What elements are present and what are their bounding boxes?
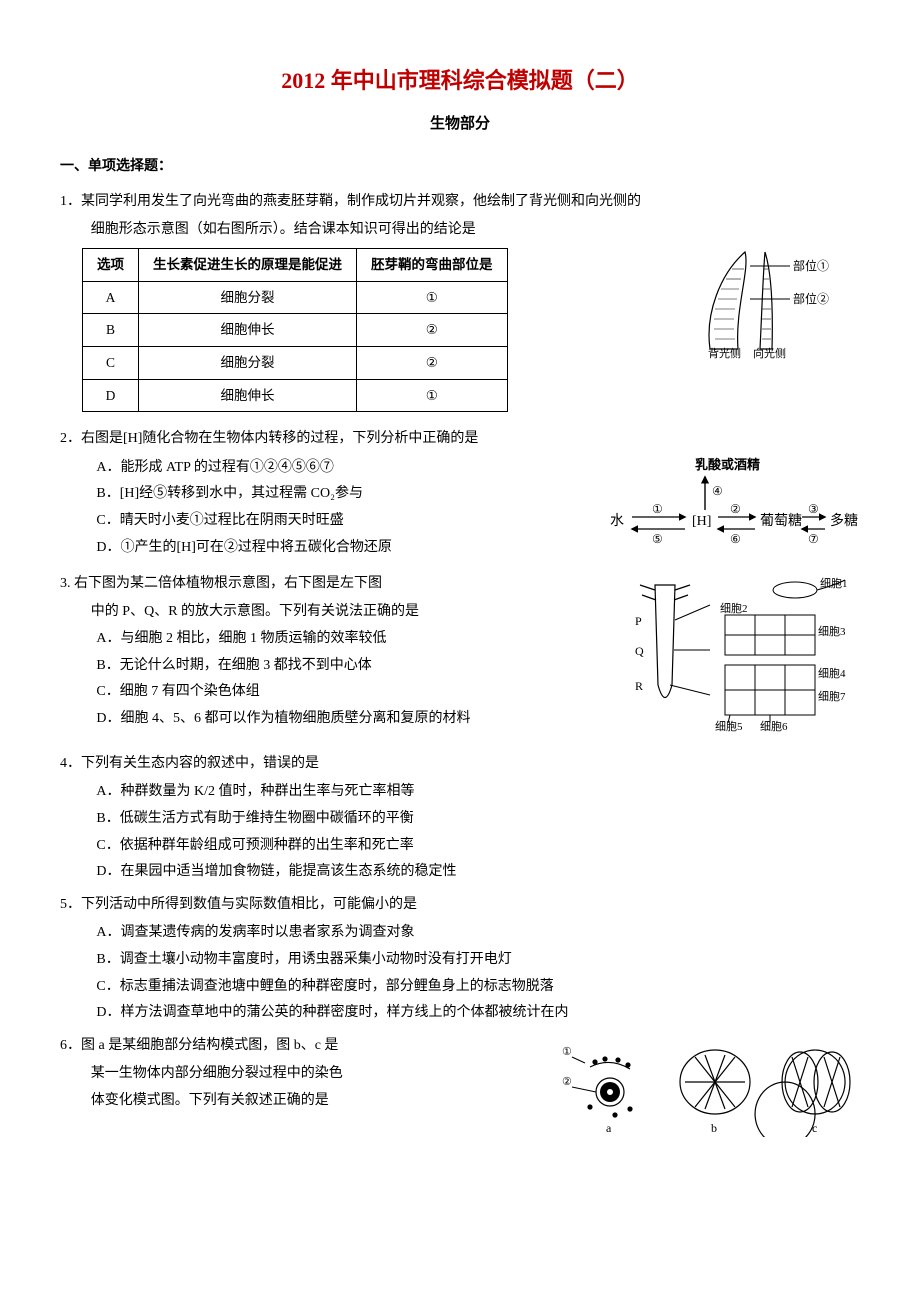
q1-fig-label-4: 向光侧 xyxy=(753,346,786,359)
q3-opt-a: A．与细胞 2 相比，细胞 1 物质运输的效率较低 xyxy=(96,626,606,653)
q3-r: R xyxy=(635,679,643,693)
q2-n4: ④ xyxy=(712,484,723,498)
q3-c2: 细胞2 xyxy=(720,602,748,615)
q1-options-table: 选项 生长素促进生长的原理是能促进 胚芽鞘的弯曲部位是 A 细胞分裂 ① B 细… xyxy=(82,248,508,412)
cell: 细胞分裂 xyxy=(139,281,357,314)
q2-glucose: 葡萄糖 xyxy=(760,513,802,529)
q2-water: 水 xyxy=(610,513,624,529)
q2-figure: 乳酸或酒精 ④ 水 [H] 葡萄糖 多糖 ① ⑤ ② ⑥ ③ ⑦ xyxy=(600,455,860,565)
q5-opt-a: A．调查某遗传病的发病率时以患者家系为调查对象 xyxy=(96,920,860,947)
q2-poly: 多糖 xyxy=(830,512,858,529)
q4-opt-c: C．依据种群年龄组成可预测种群的出生率和死亡率 xyxy=(96,833,860,860)
q3-p: P xyxy=(635,614,642,628)
q2-opt-c: C．晴天时小麦①过程比在阴雨天时旺盛 xyxy=(96,508,586,535)
q2-stem: 2．右图是[H]随化合物在生物体内转移的过程，下列分析中正确的是 xyxy=(60,426,860,453)
page-title: 2012 年中山市理科综合模拟题（二） xyxy=(60,60,860,102)
page-subtitle: 生物部分 xyxy=(60,110,860,139)
cell: D xyxy=(83,379,139,412)
q2-n2: ② xyxy=(730,502,741,516)
cell: 细胞伸长 xyxy=(139,379,357,412)
q3-c5: 细胞5 xyxy=(715,720,743,733)
q6-n1: ① xyxy=(562,1046,572,1058)
q1-fig-label-3: 背光侧 xyxy=(708,346,741,359)
q4-opt-a: A．种群数量为 K/2 值时，种群出生率与死亡率相等 xyxy=(96,779,860,806)
q6-stem-1: 6．图 a 是某细胞部分结构模式图，图 b、c 是 xyxy=(60,1033,546,1060)
q2-n5: ⑤ xyxy=(652,532,663,546)
q3-opt-c: C．细胞 7 有四个染色体组 xyxy=(96,679,606,706)
q4-opt-d: D．在果园中适当增加食物链，能提高该生态系统的稳定性 xyxy=(96,859,860,886)
q6-a: a xyxy=(606,1121,612,1135)
q3-opt-b: B．无论什么时期，在细胞 3 都找不到中心体 xyxy=(96,653,606,680)
q1-fig-label-2: 部位② xyxy=(793,291,829,306)
q3-c3: 细胞3 xyxy=(818,625,846,638)
q2-h: [H] xyxy=(692,514,711,529)
cell: ② xyxy=(357,347,508,380)
q5-stem: 5．下列活动中所得到数值与实际数值相比，可能偏小的是 xyxy=(60,892,860,919)
cell: 细胞伸长 xyxy=(139,314,357,347)
q2-n3: ③ xyxy=(808,502,819,516)
q2-n1: ① xyxy=(652,502,663,516)
cell: ① xyxy=(357,379,508,412)
q2-opt-a: A．能形成 ATP 的过程有①②④⑤⑥⑦ xyxy=(96,455,586,482)
q3-c4: 细胞4 xyxy=(818,667,846,680)
cell: C xyxy=(83,347,139,380)
q3-opt-d: D．细胞 4、5、6 都可以作为植物细胞质壁分离和复原的材料 xyxy=(96,706,606,733)
q1-figure: 部位① 部位② 背光侧 向光侧 xyxy=(690,244,860,359)
q6-stem-2: 某一生物体内部分细胞分裂过程中的染色 xyxy=(91,1061,546,1088)
q1-stem-line2: 细胞形态示意图（如右图所示）。结合课本知识可得出的结论是 xyxy=(91,217,860,244)
q6-stem-3: 体变化模式图。下列有关叙述正确的是 xyxy=(91,1088,546,1115)
q3-c7: 细胞7 xyxy=(818,690,846,703)
cell: ② xyxy=(357,314,508,347)
q4-stem: 4．下列有关生态内容的叙述中，错误的是 xyxy=(60,751,860,778)
cell: 细胞分裂 xyxy=(139,347,357,380)
q3-c1: 细胞1 xyxy=(820,577,848,590)
q3-q: Q xyxy=(635,644,644,658)
q6-figure: ① ② a b c xyxy=(560,1027,860,1137)
q2-opt-b: B．[H]经⑤转移到水中，其过程需 CO₂参与 xyxy=(96,481,586,508)
q2-fig-top: 乳酸或酒精 xyxy=(695,457,760,472)
q1-th-0: 选项 xyxy=(83,249,139,282)
q4-opt-b: B．低碳生活方式有助于维持生物圈中碳循环的平衡 xyxy=(96,806,860,833)
q6-c: c xyxy=(812,1121,817,1135)
q6-b: b xyxy=(711,1121,717,1135)
q1-th-2: 胚芽鞘的弯曲部位是 xyxy=(357,249,508,282)
q2-opt-d: D．①产生的[H]可在②过程中将五碳化合物还原 xyxy=(96,535,586,562)
q3-stem-2: 中的 P、Q、R 的放大示意图。下列有关说法正确的是 xyxy=(91,599,606,626)
table-row: D 细胞伸长 ① xyxy=(83,379,508,412)
q1-stem-line1: 1．某同学利用发生了向光弯曲的燕麦胚芽鞘，制作成切片并观察，他绘制了背光侧和向光… xyxy=(60,189,860,216)
q1-th-1: 生长素促进生长的原理是能促进 xyxy=(139,249,357,282)
q2-n7: ⑦ xyxy=(808,532,819,546)
q5-opt-d: D．样方法调查草地中的蒲公英的种群密度时，样方线上的个体都被统计在内 xyxy=(96,1000,860,1027)
table-row: B 细胞伸长 ② xyxy=(83,314,508,347)
q1-fig-label-1: 部位① xyxy=(793,258,829,273)
q6-n2: ② xyxy=(562,1076,572,1088)
section-heading: 一、单项选择题： xyxy=(60,154,860,181)
cell: ① xyxy=(357,281,508,314)
cell: B xyxy=(83,314,139,347)
q5-opt-b: B．调查土壤小动物丰富度时，用诱虫器采集小动物时没有打开电灯 xyxy=(96,947,860,974)
q3-stem-1: 3. 右下图为某二倍体植物根示意图，右下图是左下图 xyxy=(60,571,606,598)
q5-opt-c: C．标志重捕法调查池塘中鲤鱼的种群密度时，部分鲤鱼身上的标志物脱落 xyxy=(96,974,860,1001)
table-row: A 细胞分裂 ① xyxy=(83,281,508,314)
cell: A xyxy=(83,281,139,314)
q2-n6: ⑥ xyxy=(730,532,741,546)
table-row: C 细胞分裂 ② xyxy=(83,347,508,380)
q3-figure: P Q R 细胞1 细胞2 细胞3 细 xyxy=(620,565,860,745)
q3-c6: 细胞6 xyxy=(760,720,788,733)
